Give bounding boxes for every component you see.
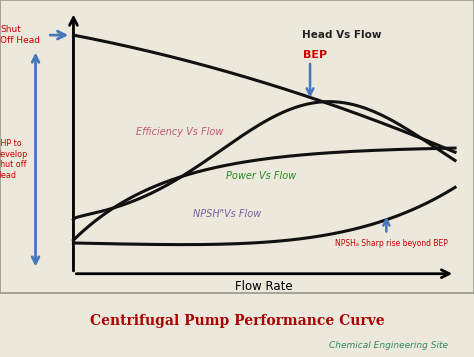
Text: Centrifugal Pump Performance Curve: Centrifugal Pump Performance Curve <box>90 314 384 328</box>
Text: Shut
Off Head: Shut Off Head <box>0 25 40 45</box>
Text: Flow Rate: Flow Rate <box>236 280 293 293</box>
Text: BEP: BEP <box>303 50 327 60</box>
Text: Head Vs Flow: Head Vs Flow <box>301 30 381 40</box>
Text: BHP to
develop
Shut off
Head: BHP to develop Shut off Head <box>0 140 27 180</box>
Text: NPSHᴿVs Flow: NPSHᴿVs Flow <box>193 209 262 219</box>
Text: NPSHₐ Sharp rise beyond BEP: NPSHₐ Sharp rise beyond BEP <box>335 239 447 248</box>
Text: Chemical Engineering Site: Chemical Engineering Site <box>329 341 448 350</box>
Text: Efficiency Vs Flow: Efficiency Vs Flow <box>137 127 224 137</box>
Text: Power Vs Flow: Power Vs Flow <box>226 171 296 181</box>
